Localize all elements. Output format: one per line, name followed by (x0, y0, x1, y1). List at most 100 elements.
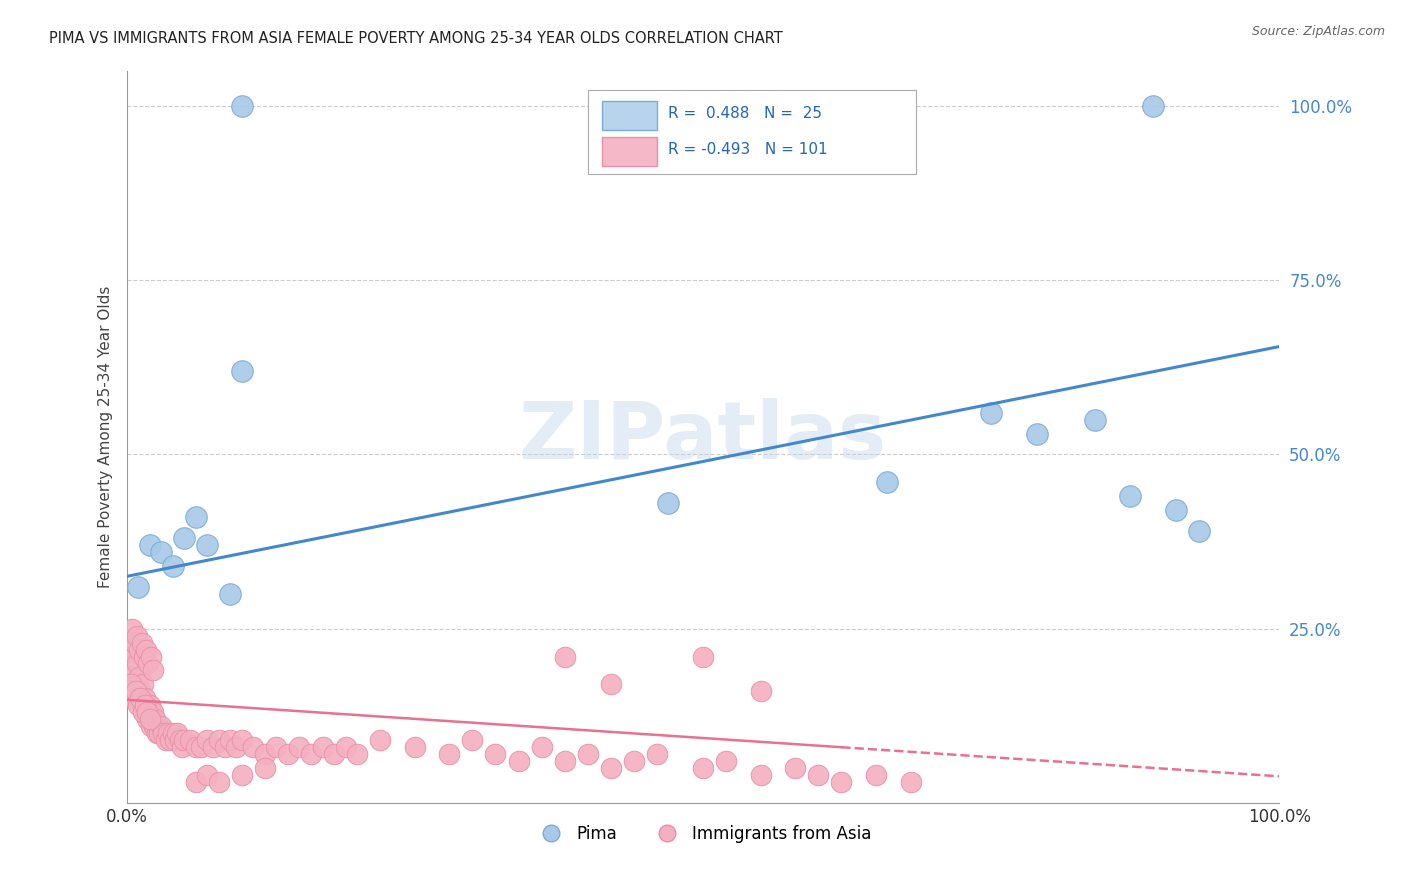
Point (1188, 524, 1211, 538)
Point (138, 698, 160, 713)
Point (195, 538, 218, 552)
Point (145, 726, 167, 740)
Point (118, 657, 141, 671)
Point (173, 733, 195, 747)
Point (184, 775, 207, 789)
Point (128, 642, 150, 657)
Point (714, 754, 737, 768)
Point (657, 496, 679, 510)
Y-axis label: Female Poverty Among 25-34 Year Olds: Female Poverty Among 25-34 Year Olds (97, 286, 112, 588)
Point (749, 684, 772, 698)
Point (190, 740, 212, 755)
Text: ZIPatlas: ZIPatlas (519, 398, 887, 476)
Point (288, 740, 311, 755)
Point (122, 691, 145, 706)
Point (980, 406, 1002, 420)
Text: Source: ZipAtlas.com: Source: ZipAtlas.com (1251, 25, 1385, 38)
Point (132, 705, 155, 719)
Point (807, 768, 830, 782)
Point (138, 657, 160, 671)
Point (231, 768, 253, 782)
Point (150, 719, 173, 733)
Point (143, 719, 166, 733)
Point (785, 761, 807, 775)
FancyBboxPatch shape (602, 137, 657, 167)
Point (166, 726, 188, 740)
Point (195, 733, 218, 747)
Point (208, 733, 231, 747)
Point (830, 775, 852, 789)
Point (311, 740, 333, 755)
Point (404, 740, 426, 755)
Point (1026, 426, 1049, 441)
Point (125, 657, 148, 671)
Point (136, 712, 159, 726)
Point (131, 635, 153, 649)
Point (554, 649, 576, 664)
Point (368, 733, 391, 747)
Point (129, 691, 152, 706)
Point (219, 733, 242, 747)
Point (141, 712, 163, 726)
Point (169, 733, 191, 747)
Point (152, 726, 174, 740)
Point (692, 761, 714, 775)
Point (231, 99, 253, 113)
Point (139, 719, 162, 733)
Point (129, 684, 152, 698)
Point (576, 747, 599, 761)
Text: R = -0.493   N = 101: R = -0.493 N = 101 (668, 142, 828, 157)
Point (124, 664, 146, 678)
Point (508, 754, 530, 768)
Point (139, 649, 162, 664)
Point (125, 629, 148, 643)
Point (299, 747, 322, 761)
Point (253, 761, 276, 775)
Legend: Pima, Immigrants from Asia: Pima, Immigrants from Asia (527, 818, 879, 849)
Point (461, 733, 484, 747)
Point (231, 733, 253, 747)
Text: R =  0.488   N =  25: R = 0.488 N = 25 (668, 105, 823, 120)
Point (266, 740, 288, 755)
Point (138, 538, 160, 552)
Point (142, 705, 165, 719)
Point (599, 761, 621, 775)
Point (138, 705, 160, 719)
Point (876, 475, 898, 490)
Point (155, 733, 177, 747)
Point (148, 726, 170, 740)
Point (184, 740, 207, 755)
Point (124, 635, 146, 649)
Point (253, 747, 276, 761)
Point (1084, 412, 1107, 426)
Point (131, 698, 153, 713)
Point (163, 733, 186, 747)
Point (135, 642, 157, 657)
Point (1142, 99, 1164, 113)
Point (530, 740, 553, 755)
Point (120, 642, 142, 657)
Point (157, 726, 180, 740)
Point (127, 691, 149, 706)
Point (346, 747, 368, 761)
Point (657, 99, 679, 113)
Point (623, 754, 645, 768)
Point (121, 622, 143, 636)
Point (131, 705, 153, 719)
Point (127, 580, 149, 594)
Point (865, 768, 887, 782)
Point (749, 768, 772, 782)
Point (142, 664, 165, 678)
Point (162, 558, 184, 573)
Point (484, 747, 506, 761)
Point (900, 775, 922, 789)
Point (323, 747, 346, 761)
Point (214, 740, 236, 755)
Point (136, 705, 159, 719)
Point (208, 775, 231, 789)
Point (1164, 503, 1187, 517)
Point (599, 677, 621, 691)
Point (201, 740, 224, 755)
Point (195, 768, 218, 782)
Point (645, 747, 668, 761)
